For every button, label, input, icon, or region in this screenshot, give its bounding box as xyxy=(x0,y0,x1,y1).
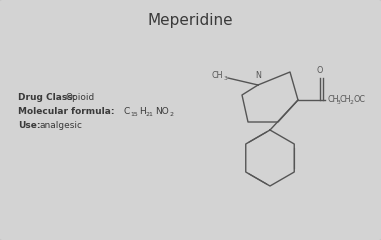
Text: Opioid: Opioid xyxy=(66,94,95,102)
Text: 15: 15 xyxy=(130,112,138,117)
Text: CH: CH xyxy=(340,96,352,104)
Text: CH: CH xyxy=(327,96,338,104)
Text: Drug Class:: Drug Class: xyxy=(18,94,76,102)
Text: Meperidine: Meperidine xyxy=(147,12,233,28)
Text: 2: 2 xyxy=(170,112,174,117)
Text: 3: 3 xyxy=(224,76,228,80)
Text: N: N xyxy=(255,71,261,80)
Text: C: C xyxy=(124,107,130,115)
Text: 3: 3 xyxy=(337,101,341,106)
Text: 2: 2 xyxy=(350,101,354,106)
Text: analgesic: analgesic xyxy=(40,121,83,131)
Text: Use:: Use: xyxy=(18,121,40,131)
Text: O: O xyxy=(317,66,323,75)
Text: Molecular formula:: Molecular formula: xyxy=(18,108,115,116)
Text: OC: OC xyxy=(353,96,365,104)
Text: H: H xyxy=(139,107,146,115)
Text: NO: NO xyxy=(155,107,169,115)
Text: 21: 21 xyxy=(146,112,154,117)
Text: CH: CH xyxy=(211,71,223,79)
